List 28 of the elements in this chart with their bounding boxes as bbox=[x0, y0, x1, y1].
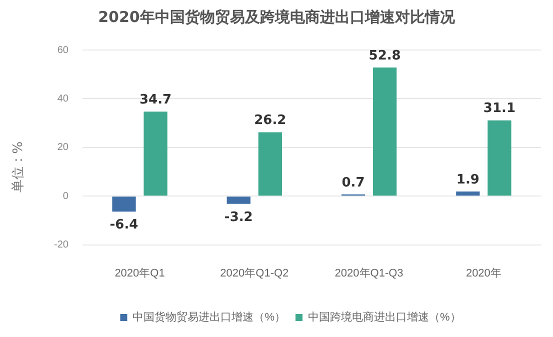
y-tick-label: 0 bbox=[62, 190, 69, 202]
y-axis-title: 单位：% bbox=[10, 140, 27, 195]
y-tick-label: -20 bbox=[54, 240, 69, 251]
bar bbox=[488, 120, 512, 196]
x-tick-label: 2020年Q1-Q2 bbox=[220, 267, 289, 280]
y-tick-label: 20 bbox=[57, 142, 69, 154]
bar bbox=[258, 132, 282, 196]
data-label: 31.1 bbox=[483, 101, 516, 116]
bar bbox=[226, 196, 250, 204]
data-label: 0.7 bbox=[342, 175, 365, 190]
bar bbox=[372, 68, 397, 196]
bar bbox=[144, 112, 168, 196]
data-label: 34.7 bbox=[139, 92, 172, 108]
y-tick-label: 40 bbox=[57, 93, 69, 104]
x-tick-label: 2020年Q1-Q3 bbox=[334, 267, 404, 280]
data-label: 1.9 bbox=[456, 172, 480, 188]
chart-title: 2020年中国货物贸易及跨境电商进出口增速对比情况 bbox=[97, 8, 456, 27]
y-tick-label: 60 bbox=[57, 44, 69, 56]
data-label: -3.2 bbox=[224, 210, 253, 225]
legend-label: 中国跨境电商进出口增速（%） bbox=[308, 310, 461, 324]
data-label: 52.8 bbox=[368, 48, 401, 64]
data-label: 26.2 bbox=[254, 113, 286, 128]
legend-label: 中国货物贸易进出口增速（%） bbox=[132, 310, 286, 324]
data-label: -6.4 bbox=[110, 218, 138, 233]
bar bbox=[456, 191, 480, 196]
x-tick-label: 2020年 bbox=[466, 267, 502, 280]
bar bbox=[112, 196, 136, 212]
x-tick-label: 2020年Q1 bbox=[114, 267, 165, 280]
